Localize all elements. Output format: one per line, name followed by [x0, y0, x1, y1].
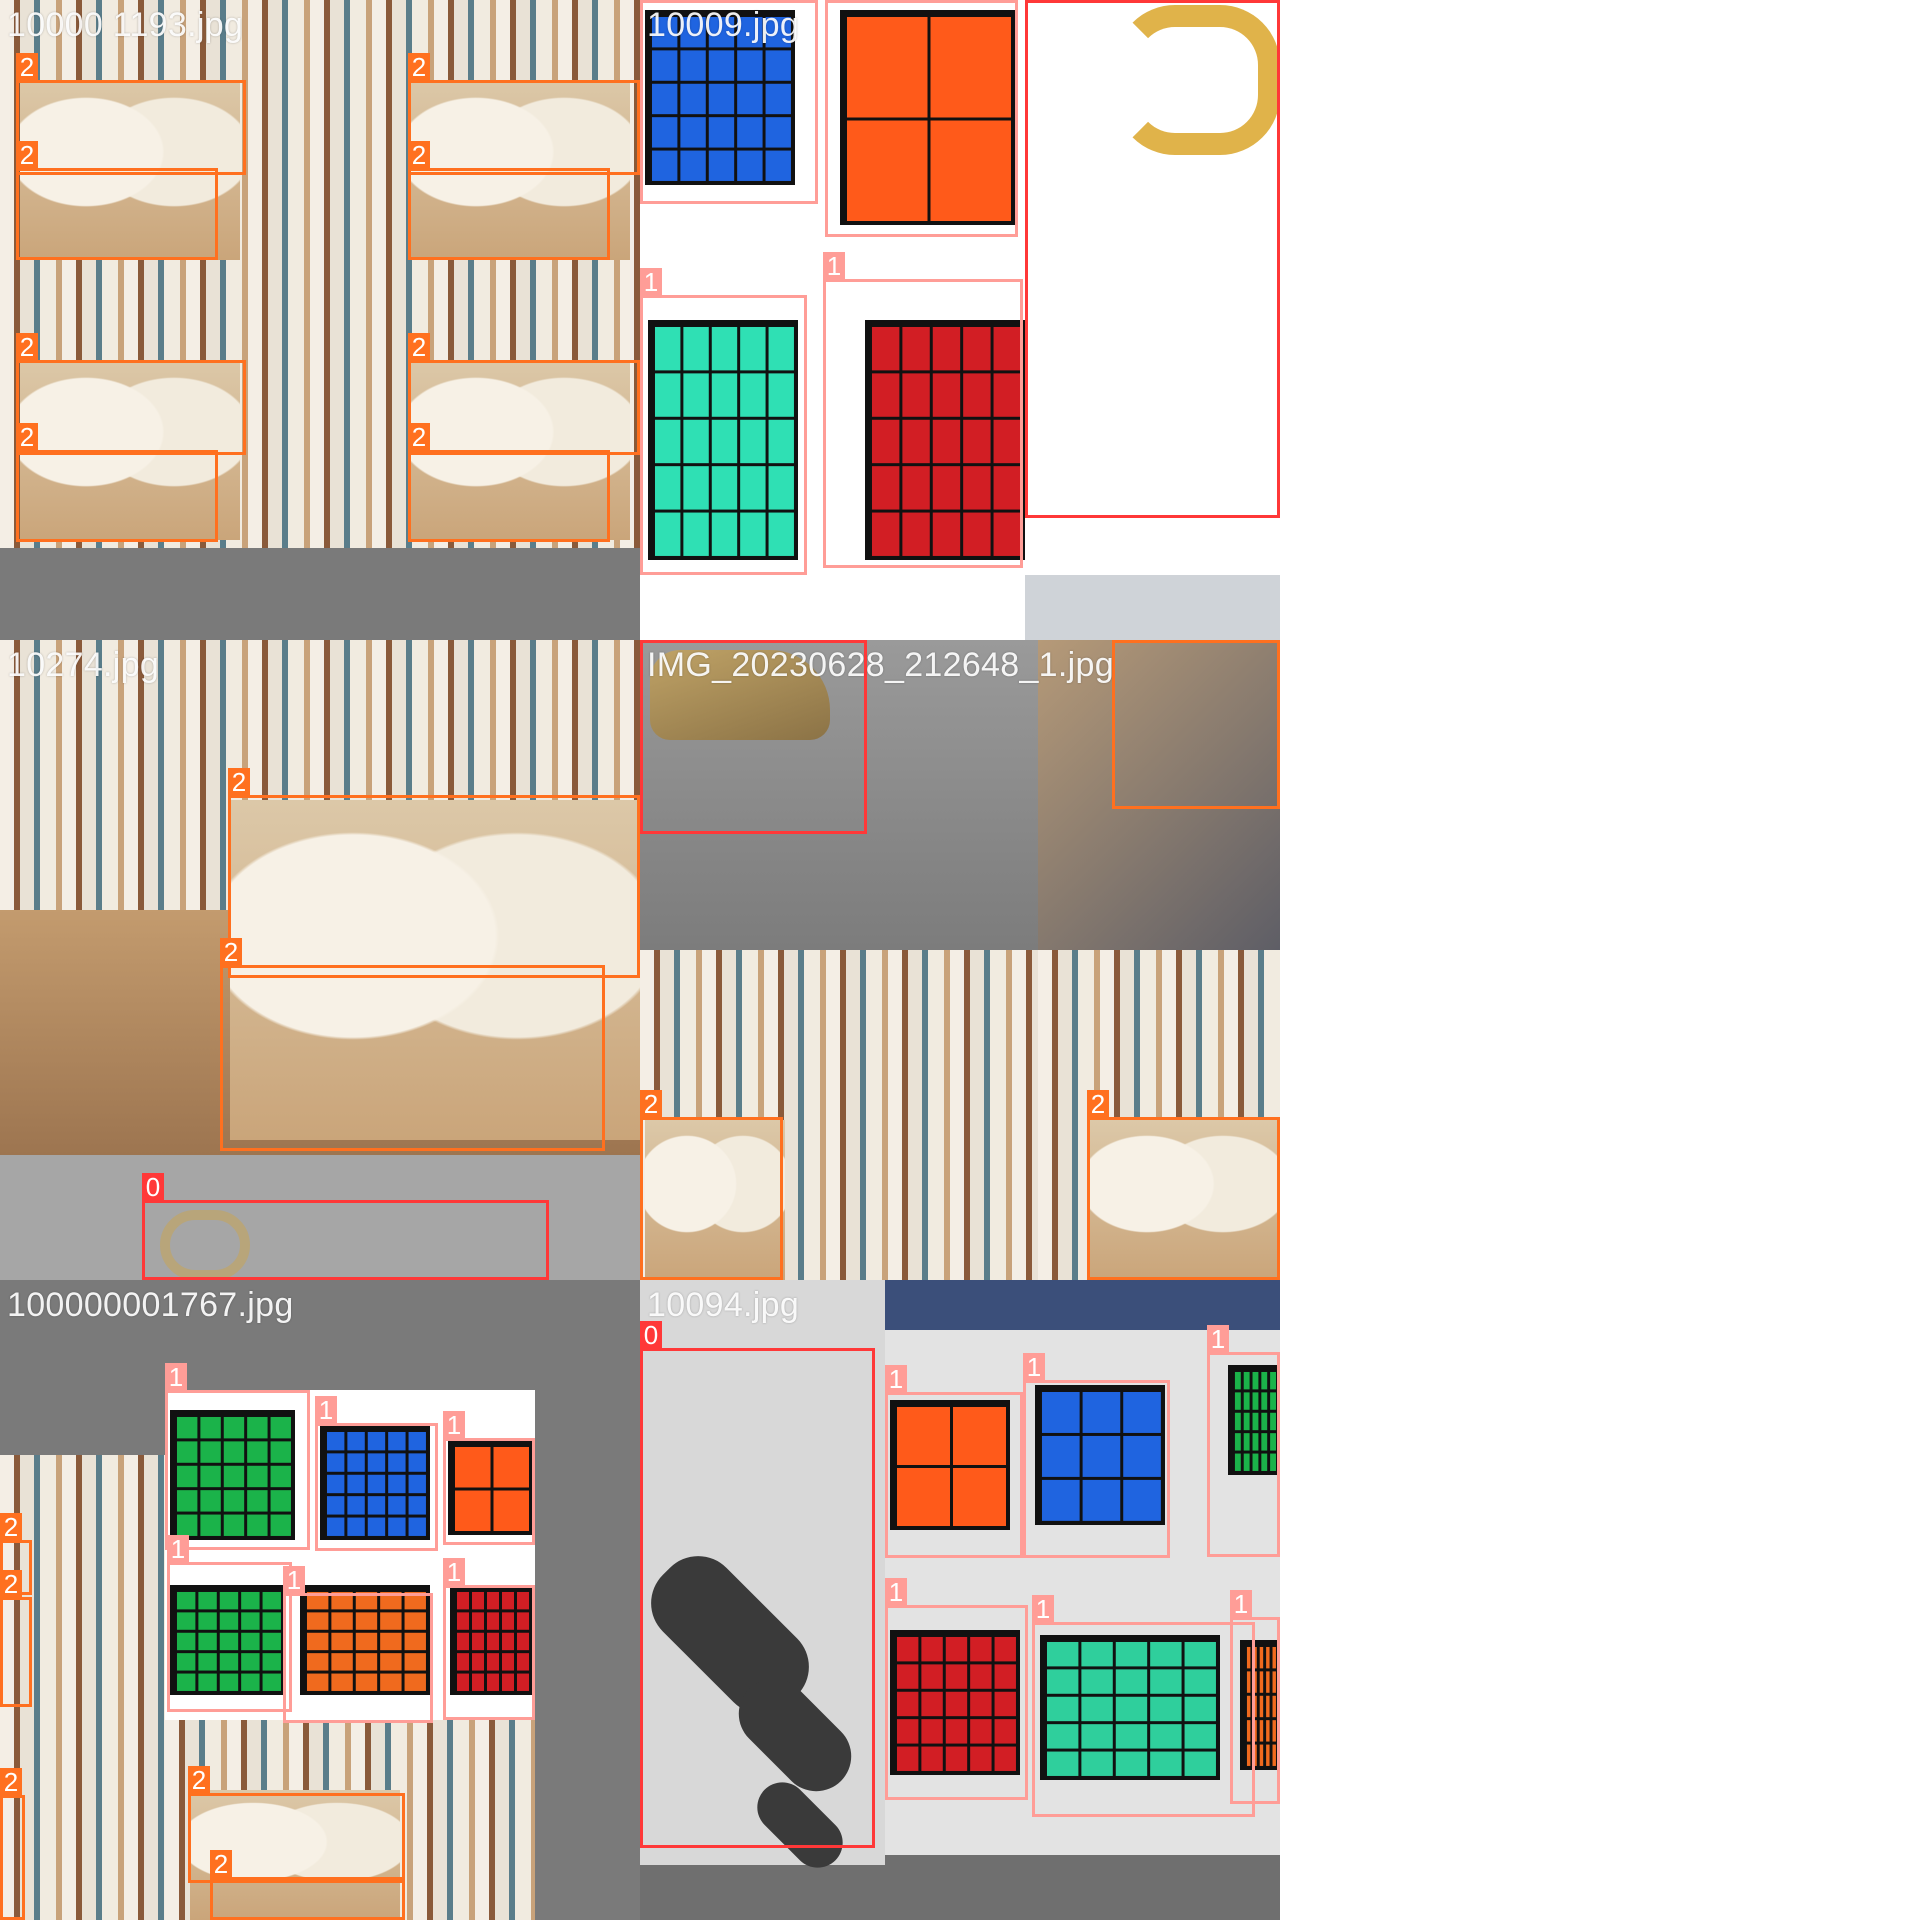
detection-box: 1 [885, 1605, 1028, 1800]
detection-box: 1 [1032, 1622, 1255, 1817]
class-label: 2 [408, 333, 430, 361]
detection-box: 1 [885, 1392, 1023, 1558]
detection-box: 0 [640, 1348, 875, 1848]
detection-box: 2 [16, 80, 246, 175]
detection-box: 2 [220, 965, 605, 1151]
image-filename: 100000001767.jpg [7, 1282, 294, 1328]
detection-box: 2 [1112, 640, 1280, 809]
mosaic-tile-5: 1 1 1 1 1 1 2 2 2 2 2 100000001767.jpg [0, 1280, 640, 1920]
detection-box: 2 [228, 795, 640, 978]
class-label: 2 [408, 423, 430, 451]
detection-box: 2 [0, 1795, 25, 1920]
tile-image [885, 1280, 1280, 1330]
detection-box: 2 [210, 1877, 405, 1920]
class-label: 1 [167, 1535, 189, 1563]
class-label: 2 [228, 768, 250, 796]
detection-box: 1 [167, 1562, 292, 1712]
class-label: 2 [408, 141, 430, 169]
image-filename: 10274.jpg [7, 642, 159, 688]
class-label: 2 [640, 1090, 662, 1118]
detection-box: 1 [823, 279, 1023, 568]
class-label: 2 [1087, 1090, 1109, 1118]
class-label: 1 [640, 0, 662, 1]
detection-box: 0 [1025, 0, 1280, 518]
class-label: 0 [640, 640, 662, 641]
class-label: 1 [885, 1365, 907, 1393]
detection-box: 1 [1023, 1380, 1170, 1558]
class-label: 0 [142, 1173, 164, 1201]
image-filename: 10009.jpg [647, 2, 799, 48]
image-filename: 10000 1193.jpg [7, 2, 243, 48]
detection-box: 1 [825, 0, 1018, 237]
class-label: 2 [16, 423, 38, 451]
detection-box: 1 [443, 1438, 535, 1545]
class-label: 0 [1025, 0, 1047, 1]
class-label: 2 [0, 1768, 22, 1796]
detection-box: 2 [1087, 1117, 1280, 1280]
detection-box: 2 [16, 168, 218, 260]
detection-box: 2 [16, 450, 218, 542]
detection-box: 1 [1207, 1352, 1280, 1557]
class-label: 2 [16, 333, 38, 361]
class-label: 2 [0, 1570, 22, 1598]
detection-box: 1 [315, 1423, 438, 1551]
class-label: 1 [165, 1363, 187, 1391]
class-label: 1 [640, 268, 662, 296]
detection-box: 2 [408, 450, 610, 542]
detection-box: 1 [1230, 1617, 1280, 1804]
detection-box: 1 [640, 295, 807, 575]
class-label: 1 [443, 1411, 465, 1439]
mosaic-tile-3: 2 2 0 10274.jpg [0, 640, 640, 1280]
class-label: 1 [825, 0, 847, 1]
class-label: 1 [1207, 1325, 1229, 1353]
mosaic-tile-6: 0 1 1 1 1 1 1 10094.jpg [640, 1280, 1280, 1920]
detection-box: 1 [165, 1390, 310, 1550]
mosaic-tile-2: 1 1 1 1 0 10009.jpg [640, 0, 1280, 640]
detection-box: 2 [640, 1117, 783, 1280]
image-filename: IMG_20230628_212648_1.jpg [647, 642, 1114, 688]
class-label: 2 [210, 1850, 232, 1878]
class-label: 1 [1230, 1590, 1252, 1618]
class-label: 1 [283, 1566, 305, 1594]
mosaic-tile-4: 0 2 2 2 IMG_20230628_212648_1.jpg [640, 640, 1280, 1280]
detection-box: 2 [16, 360, 246, 455]
class-label: 2 [220, 938, 242, 966]
detection-box: 2 [408, 80, 640, 175]
class-label: 2 [1112, 640, 1134, 641]
detection-box: 1 [283, 1593, 433, 1723]
tile-image [1025, 575, 1280, 640]
class-label: 1 [315, 1396, 337, 1424]
class-label: 1 [1032, 1595, 1054, 1623]
class-label: 2 [16, 141, 38, 169]
detection-box: 2 [0, 1597, 32, 1707]
mosaic-tile-1: 2 2 2 2 2 2 2 2 10000 1193.jpg [0, 0, 640, 640]
detection-box: 0 [142, 1200, 549, 1280]
detection-box: 2 [408, 360, 640, 455]
class-label: 1 [885, 1578, 907, 1606]
class-label: 1 [443, 1558, 465, 1586]
image-filename: 10094.jpg [647, 1282, 799, 1328]
detection-box: 2 [408, 168, 610, 260]
class-label: 2 [16, 53, 38, 81]
detection-box: 1 [443, 1585, 535, 1720]
class-label: 1 [1023, 1353, 1045, 1381]
class-label: 2 [188, 1766, 210, 1794]
class-label: 1 [823, 252, 845, 280]
class-label: 2 [0, 1513, 22, 1541]
class-label: 2 [408, 53, 430, 81]
